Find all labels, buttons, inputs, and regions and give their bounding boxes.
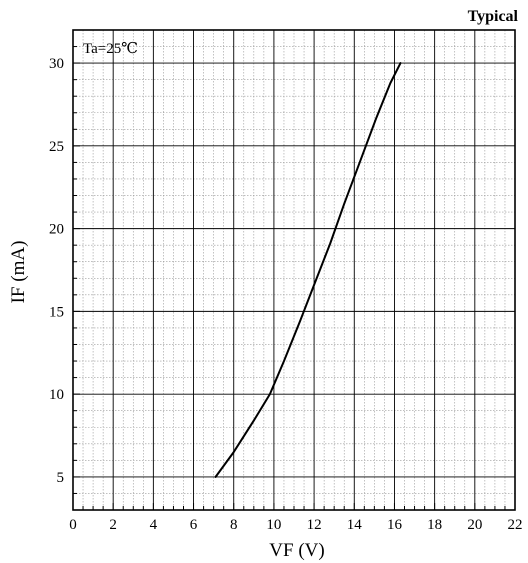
y-tick-label: 30: [49, 56, 64, 72]
x-tick-label: 16: [387, 517, 403, 533]
x-tick-label: 22: [508, 517, 523, 533]
y-tick-label: 25: [49, 139, 64, 155]
y-tick-label: 5: [57, 470, 65, 486]
y-tick-label: 15: [49, 304, 64, 320]
x-tick-label: 20: [467, 517, 482, 533]
series-layer: [214, 62, 402, 478]
x-tick-labels: 0 2 4 6 8 10 12 14 16 18 20 22: [69, 517, 522, 533]
x-tick-label: 18: [427, 517, 442, 533]
x-tick-label: 2: [109, 517, 117, 533]
x-tick-label: 4: [150, 517, 158, 533]
x-tick-label: 10: [266, 517, 281, 533]
y-axis-title: IF (mA): [8, 241, 29, 304]
x-axis-title: VF (V): [269, 540, 324, 561]
if-vf-curve: [214, 62, 402, 478]
y-tick-labels: 5 10 15 20 25 30: [49, 56, 64, 486]
minor-grid: [73, 29, 515, 511]
typical-label: Typical: [468, 8, 519, 25]
x-tick-label: 0: [69, 517, 77, 533]
y-tick-label: 20: [49, 222, 64, 238]
ambient-temperature-annotation: Ta=25℃: [83, 41, 138, 57]
axis-ticks: [72, 29, 516, 511]
x-tick-label: 8: [230, 517, 238, 533]
x-tick-label: 12: [307, 517, 322, 533]
y-tick-label: 10: [49, 387, 64, 403]
x-tick-label: 14: [347, 517, 363, 533]
x-tick-label: 6: [190, 517, 198, 533]
